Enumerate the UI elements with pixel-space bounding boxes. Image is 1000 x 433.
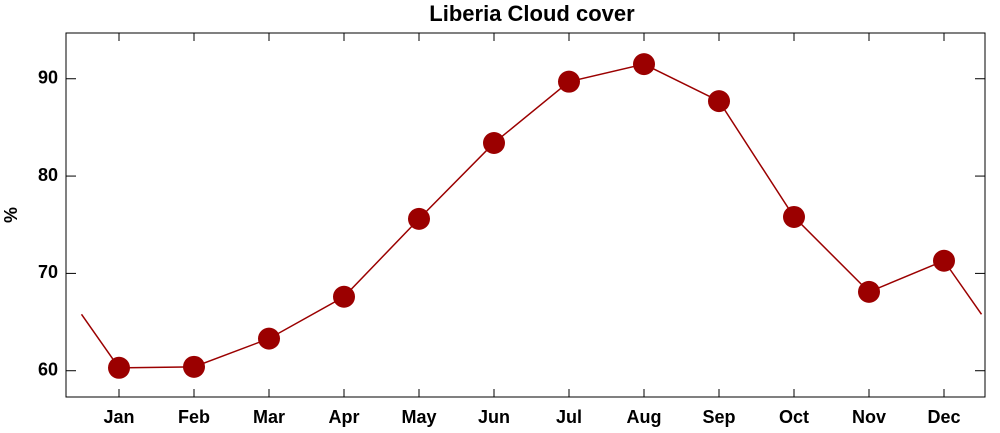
data-point — [858, 280, 880, 303]
x-tick-label: Aug — [627, 407, 662, 427]
y-axis-label: % — [1, 207, 21, 223]
y-tick-label: 90 — [38, 67, 58, 87]
x-tick-label: Jan — [103, 407, 134, 427]
plot-frame — [65, 32, 986, 398]
data-line — [118, 63, 945, 369]
x-tick-label: Jun — [478, 407, 510, 427]
data-point — [183, 355, 205, 378]
x-tick-label: Jul — [556, 407, 582, 427]
data-point — [933, 249, 955, 272]
data-point — [483, 131, 505, 154]
data-point — [558, 70, 580, 93]
data-point — [108, 356, 130, 379]
data-point — [333, 285, 355, 308]
x-tick-label: Apr — [329, 407, 360, 427]
x-tick-label: Sep — [702, 407, 735, 427]
x-tick-label: Mar — [253, 407, 285, 427]
data-point — [408, 207, 430, 230]
x-tick-label: May — [401, 407, 436, 427]
x-tick-label: Nov — [852, 407, 886, 427]
y-tick-label: 70 — [38, 262, 58, 282]
x-tick-label: Oct — [779, 407, 809, 427]
data-point — [258, 327, 280, 350]
x-tick-label: Dec — [927, 407, 960, 427]
x-tick-label: Feb — [178, 407, 210, 427]
chart-title: Liberia Cloud cover — [429, 1, 635, 26]
y-tick-label: 80 — [38, 165, 58, 185]
data-point — [633, 53, 655, 76]
data-point — [708, 90, 730, 113]
y-tick-label: 60 — [38, 359, 58, 379]
data-point — [783, 205, 805, 228]
